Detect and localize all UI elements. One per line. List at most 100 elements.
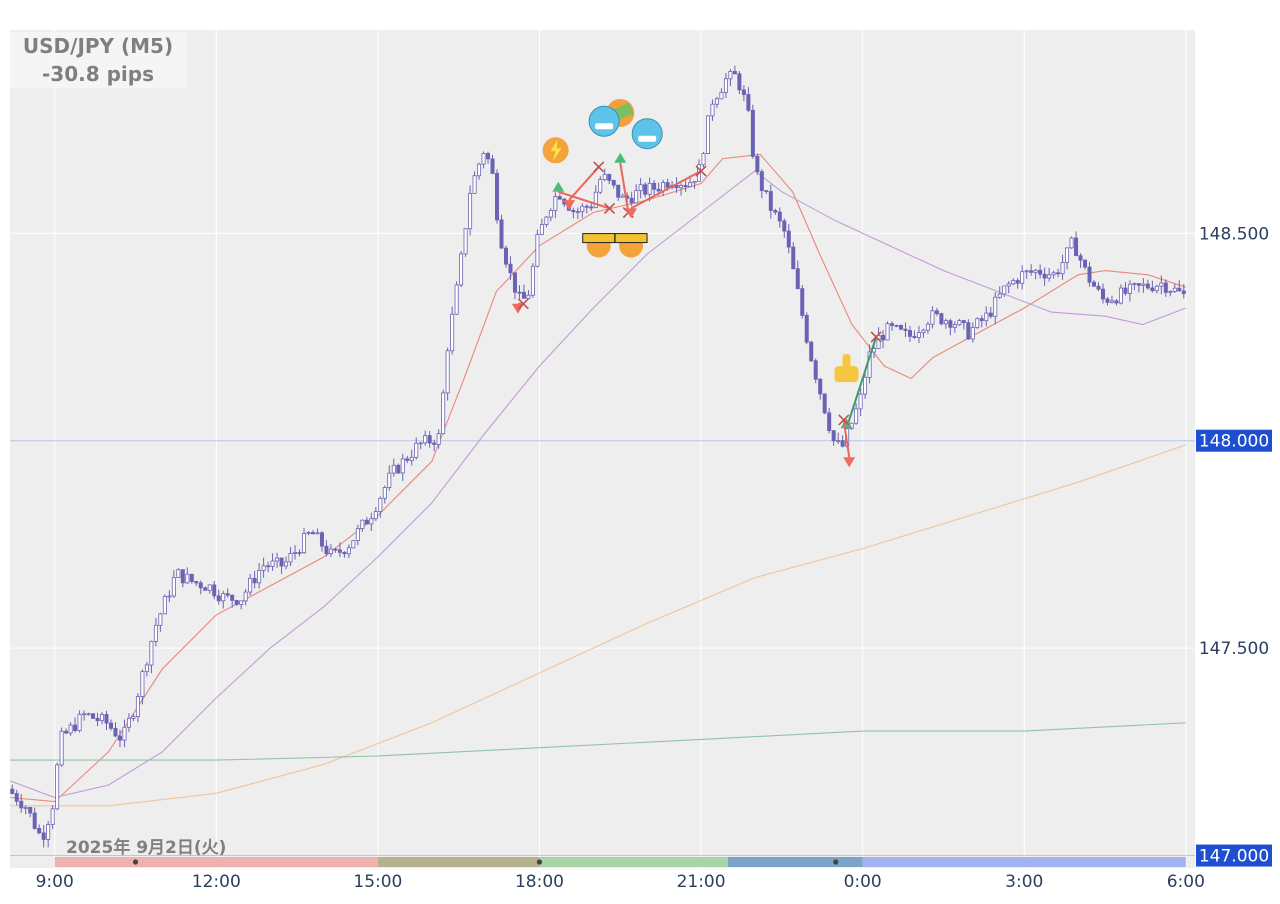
- candle-body: [840, 440, 845, 447]
- session-band: [728, 857, 863, 867]
- candle-body: [503, 247, 508, 265]
- price-label-box: [1196, 844, 1272, 867]
- candle-body: [818, 378, 823, 395]
- candle-body: [602, 174, 607, 181]
- session-dot: [132, 859, 139, 865]
- cold-face-icon: [631, 118, 663, 150]
- candle-body: [975, 318, 980, 328]
- candle-body: [270, 560, 275, 567]
- candle-body: [414, 442, 419, 458]
- candle-body: [95, 718, 100, 722]
- candle-body: [104, 714, 109, 724]
- candle-body: [553, 196, 558, 211]
- candle-body: [970, 327, 975, 340]
- candle-body: [445, 350, 450, 394]
- candle-body: [333, 548, 338, 551]
- candle-body: [252, 577, 257, 584]
- candle-body: [50, 808, 55, 825]
- candle-body: [1159, 282, 1164, 287]
- candle-body: [490, 158, 495, 174]
- candle-body: [881, 334, 886, 341]
- candle-body: [409, 456, 414, 461]
- candle-body: [162, 596, 167, 615]
- candle-body: [1118, 287, 1123, 304]
- candle-body: [64, 730, 69, 734]
- candle-body: [382, 487, 387, 499]
- candle-body: [319, 532, 324, 547]
- candle-body: [1172, 287, 1177, 292]
- candle-body: [378, 497, 383, 512]
- candle-body: [1065, 247, 1070, 263]
- candle-body: [777, 211, 782, 222]
- price-label-box: [1196, 429, 1272, 452]
- candle-body: [548, 209, 553, 218]
- candle-body: [234, 599, 239, 605]
- candle-body: [925, 323, 930, 331]
- candle-body: [207, 584, 212, 591]
- candle-body: [32, 812, 37, 829]
- candle-body: [284, 561, 289, 567]
- candle-body: [616, 184, 621, 198]
- candle-body: [342, 551, 347, 555]
- candle-body: [37, 828, 42, 834]
- candle-body: [1011, 280, 1016, 285]
- candle-body: [580, 205, 585, 213]
- candle-body: [1092, 281, 1097, 287]
- trade-line: [842, 419, 851, 458]
- candle-body: [1006, 283, 1011, 287]
- candle-body: [257, 570, 262, 584]
- candle-body: [495, 173, 500, 221]
- candle-body: [692, 180, 697, 184]
- candle-body: [86, 713, 91, 716]
- candle-body: [239, 600, 244, 605]
- candle-body: [898, 325, 903, 330]
- candle-body: [764, 190, 769, 193]
- candle-body: [1015, 280, 1020, 284]
- candle-body: [1060, 262, 1065, 275]
- candle-body: [360, 519, 365, 529]
- candle-body: [786, 230, 791, 248]
- candle-body: [665, 182, 670, 188]
- lightning-icon: [550, 139, 562, 162]
- candle-body: [723, 78, 728, 93]
- exit-marker: [517, 298, 529, 310]
- exit-marker: [603, 202, 616, 214]
- candle-body: [153, 624, 158, 642]
- candle-body: [979, 318, 984, 322]
- candle-body: [593, 191, 598, 208]
- candle-body: [459, 253, 464, 286]
- candle-body: [710, 103, 715, 117]
- candle-body: [432, 442, 437, 445]
- candle-body: [293, 552, 298, 554]
- candle-body: [1033, 269, 1038, 273]
- candle-body: [1114, 300, 1119, 304]
- moving-average-line: [10, 444, 1186, 807]
- candle-body: [1051, 272, 1056, 276]
- candle-body: [634, 190, 639, 204]
- candle-body: [508, 263, 513, 274]
- candle-body: [486, 153, 491, 160]
- candle-body: [23, 807, 28, 809]
- candle-body: [683, 184, 688, 188]
- candle-body: [638, 184, 643, 192]
- candle-body: [714, 98, 719, 105]
- candle-body: [405, 458, 410, 461]
- candle-body: [656, 188, 661, 192]
- candle-body: [768, 191, 773, 211]
- candle-body: [1024, 270, 1029, 273]
- candle-body: [822, 393, 827, 414]
- candle-body: [984, 312, 989, 322]
- candle-body: [324, 545, 329, 555]
- candle-body: [68, 724, 73, 734]
- candle-body: [1042, 273, 1047, 279]
- candle-body: [180, 569, 185, 584]
- candle-body: [1168, 291, 1173, 293]
- short-entry-marker: [563, 200, 576, 211]
- candle-body: [108, 722, 113, 729]
- candle-body: [782, 220, 787, 232]
- candle-body: [1141, 283, 1146, 286]
- candle-body: [14, 793, 19, 802]
- candle-body: [952, 324, 957, 328]
- candle-body: [100, 714, 105, 722]
- candle-body: [216, 595, 221, 602]
